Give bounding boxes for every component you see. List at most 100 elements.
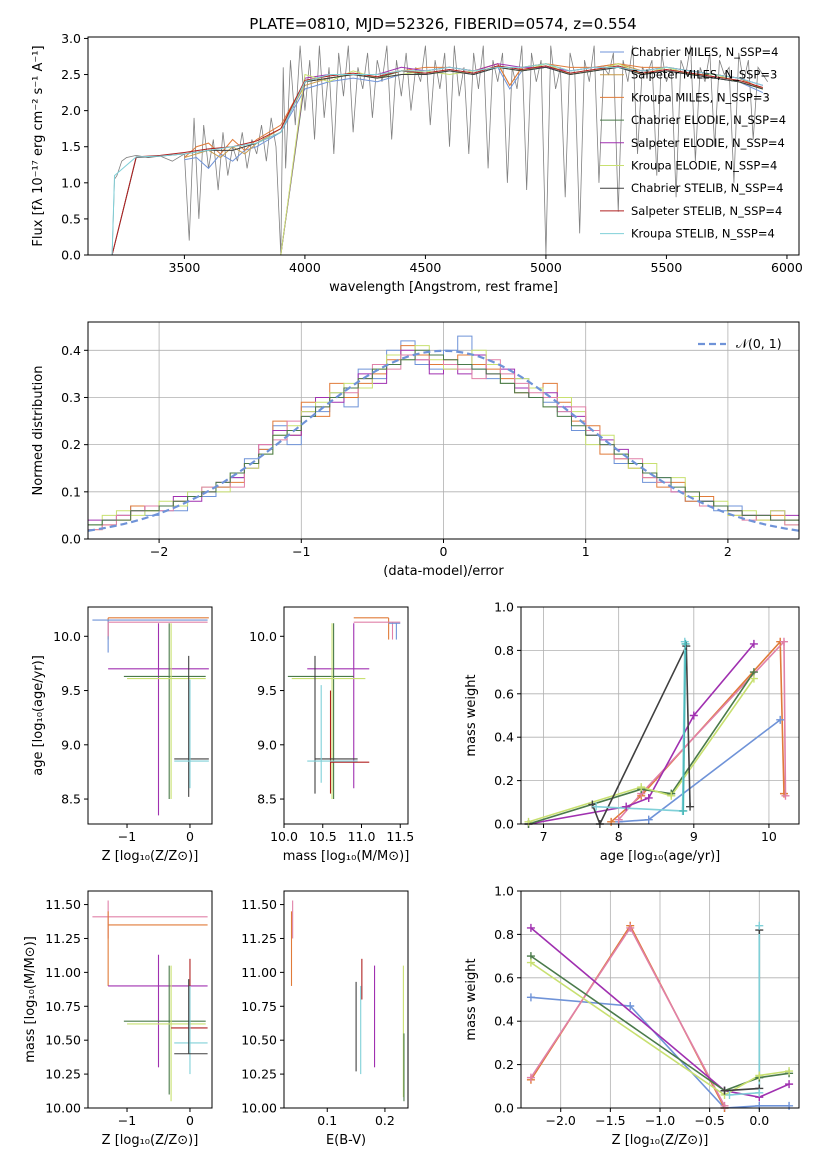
y-tick-label: 10.00 [241,1101,277,1116]
y-tick-label: 0.2 [61,437,81,452]
y-tick-label: 3.0 [61,31,81,46]
y-axis-label: age [log₁₀(age/yr)] [31,655,46,776]
weight-marker [785,1067,794,1076]
weight-marker [622,802,631,811]
model-line-2 [184,63,764,158]
y-tick-label: 10.75 [45,999,81,1014]
x-tick-label: 11.0 [348,829,376,844]
legend-entry: Salpeter MILES, N_SSP=3 [631,68,777,82]
legend-entry: Salpeter ELODIE, N_SSP=4 [631,136,785,150]
weight-marker [644,815,653,824]
figure-title: PLATE=0810, MJD=52326, FIBERID=0574, z=0… [249,15,636,33]
spectrum-data-line [111,45,769,255]
weight-marker [720,1086,729,1095]
legend-entry: Chabrier STELIB, N_SSP=4 [631,181,783,195]
model-line-6 [111,66,763,255]
y-tick-label: 1.0 [494,600,514,615]
y-tick-label: 10.50 [241,1033,277,1048]
y-tick-label: 0.4 [494,730,514,745]
y-tick-label: 10.00 [45,1101,81,1116]
x-tick-label: 5000 [530,260,562,275]
legend-entry: Kroupa STELIB, N_SSP=4 [631,227,775,241]
x-axis-label: mass [log₁₀(M/M⊙)] [283,849,410,864]
histogram-step-5 [88,349,799,526]
axes-frame [87,890,213,1109]
legend-entry: Kroupa MILES, N_SSP=3 [631,90,770,104]
chart-age-vs-Z: −1 0 8.5 9.0 9.5 10.0 Z [log₁₀(Z/Z⊙)] age [log₁… [31,606,213,864]
y-tick-label: 1.0 [61,175,81,190]
weight-marker [689,711,698,720]
chart-spectrum: Chabrier MILES, N_SSP=4 Salpeter MILES, N… [31,31,803,295]
weight-marker [592,802,601,811]
plot-area [92,617,209,816]
weight-marker [749,639,758,648]
legend-entry: Salpeter STELIB, N_SSP=4 [631,204,782,218]
weight-marker [749,674,758,683]
weight-marker [679,806,688,815]
legend-entry: Kroupa ELODIE, N_SSP=4 [631,159,777,173]
y-tick-label: 8.5 [61,792,81,807]
weight-marker [614,815,623,824]
x-tick-label: 0 [440,544,448,559]
x-tick-label: 0 [186,1113,194,1128]
weight-marker [526,993,535,1002]
x-tick-label: −1 [118,829,136,844]
plot-area [287,617,401,800]
y-tick-label: 0.4 [494,1014,514,1029]
x-tick-label: 9 [690,829,698,844]
y-tick-label: 0.6 [494,970,514,985]
x-axis-label: Z [log₁₀(Z/Z⊙)] [102,849,199,864]
legend-entry: 𝒩(0, 1) [736,336,782,351]
chart-massweight-vs-age: 7 8 9 10 0.0 0.2 0.4 0.6 0.8 1.0 age [log₁₀(age/yr… [464,600,800,864]
weight-marker [637,783,646,792]
y-tick-label: 1.0 [494,884,514,899]
weight-line-7 [596,641,686,812]
chart-mass-vs-Z: −1 0 10.00 10.25 10.50 10.75 11.00 11.25 11.50 Z … [23,890,213,1148]
plot-area [92,900,208,1102]
y-tick-label: 11.00 [45,965,81,980]
weight-marker [686,802,695,811]
weight-line-6 [591,645,691,824]
weight-line-5 [528,678,755,823]
weight-marker [526,958,535,967]
weight-line-4 [530,955,790,1092]
model-line-8 [111,63,763,255]
y-tick-label: 0.0 [494,817,514,832]
y-tick-label: 8.5 [257,792,277,807]
legend-entry: Chabrier MILES, N_SSP=4 [631,45,778,59]
weight-line-6 [724,930,761,1092]
y-tick-label: 0.3 [61,390,81,405]
x-axis-label: age [log₁₀(age/yr)] [600,849,721,864]
axes-frame [87,606,213,825]
y-tick-label: 10.75 [241,999,277,1014]
x-tick-label: 3500 [169,260,201,275]
y-axis-label: mass weight [464,958,479,1040]
y-tick-label: 9.0 [257,737,277,752]
weight-marker [779,637,788,646]
y-tick-label: 2.5 [61,67,81,82]
y-tick-label: 9.5 [257,683,277,698]
x-axis-label: Z [log₁₀(Z/Z⊙)] [102,1133,199,1148]
y-tick-label: 0.1 [61,484,81,499]
weight-marker [755,921,764,930]
y-tick-label: 0.0 [61,248,81,263]
axes-frame [283,606,409,825]
x-tick-label: 10.5 [309,829,337,844]
y-tick-label: 9.0 [61,737,81,752]
weight-marker [785,1101,794,1110]
weight-marker [526,1073,535,1082]
x-tick-label: 7 [540,829,548,844]
weight-line-5 [530,961,790,1096]
x-tick-label: −0.5 [694,1113,724,1128]
x-axis-label: (data-model)/error [383,564,504,579]
y-tick-label: 0.6 [494,686,514,701]
y-tick-label: 10.25 [45,1067,81,1082]
chart-residuals: 𝒩(0, 1) −2 −1 0 1 2 0.0 0.1 0.2 0.3 0.4 (data-model… [31,321,800,579]
y-tick-label: 0.8 [494,927,514,942]
y-tick-label: 11.50 [45,897,81,912]
normal-reference-curve [88,349,799,532]
weight-marker [725,1090,734,1099]
weight-line-7 [729,925,761,1096]
weight-line-2 [530,926,726,1107]
